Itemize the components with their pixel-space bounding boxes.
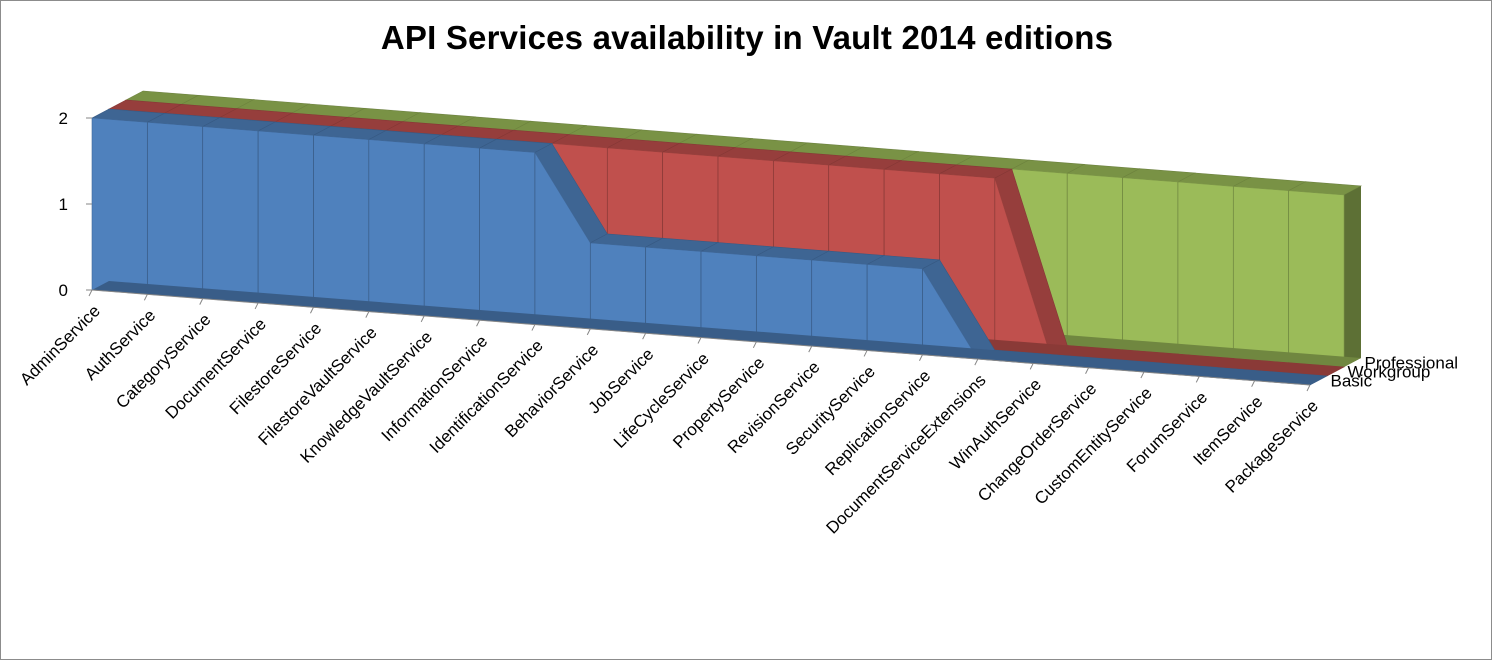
basic-data-point <box>423 143 480 321</box>
y-tick-label: 2 <box>59 109 68 128</box>
x-tick <box>199 298 204 305</box>
x-tick <box>365 311 370 318</box>
basic-data-point <box>368 139 425 317</box>
x-tick <box>88 289 93 297</box>
series-basic <box>90 108 1329 386</box>
professional-data-point <box>1066 173 1123 351</box>
x-tick <box>586 328 591 336</box>
x-tick-label: ChangeOrderService <box>974 379 1100 505</box>
depth-label-workgroup: Workgroup <box>1348 363 1431 382</box>
x-tick-label: IdentificationService <box>426 336 547 457</box>
x-tick <box>143 294 148 301</box>
x-tick <box>254 302 259 310</box>
y-axis-labels: 0 1 2 <box>59 109 92 300</box>
y-tick-label: 0 <box>59 281 68 300</box>
x-tick <box>863 350 868 357</box>
professional-data-point <box>1233 186 1289 364</box>
x-tick <box>310 307 314 314</box>
x-tick <box>697 337 702 344</box>
basic-data-point <box>257 130 314 308</box>
x-tick-label: FilestoreVaultService <box>255 323 381 449</box>
x-tick <box>1029 363 1034 370</box>
professional-data-point <box>1177 181 1234 359</box>
x-tick <box>1140 371 1145 379</box>
basic-data-point <box>479 147 536 325</box>
chart-title: API Services availability in Vault 2014 … <box>380 19 1114 56</box>
basic-data-point <box>202 126 259 304</box>
depth-label-basic: Basic <box>1331 372 1373 391</box>
x-tick <box>642 332 647 340</box>
x-tick <box>1306 384 1311 392</box>
x-tick-label: DocumentService <box>162 314 270 422</box>
x-tick <box>476 320 480 327</box>
x-tick <box>531 324 536 331</box>
x-tick <box>919 354 923 361</box>
x-tick <box>808 345 813 353</box>
basic-data-point <box>91 117 148 295</box>
x-tick <box>1085 367 1089 374</box>
x-tick-label: InformationService <box>378 332 492 446</box>
professional-side <box>1344 186 1361 367</box>
basic-data-point <box>313 134 370 312</box>
depth-label-professional: Professional <box>1365 354 1459 373</box>
x-tick <box>974 358 979 366</box>
y-tick-label: 1 <box>59 195 68 214</box>
basic-floor <box>92 281 1327 385</box>
x-tick <box>1195 376 1200 383</box>
x-tick-label: ReplicationService <box>821 366 934 479</box>
professional-data-point <box>1122 177 1179 355</box>
x-tick-label: CustomEntityService <box>1031 383 1156 508</box>
x-tick <box>420 315 425 323</box>
x-tick <box>1251 380 1256 387</box>
professional-data-point <box>1288 190 1345 368</box>
x-tick <box>752 341 757 349</box>
basic-data-point <box>147 121 203 299</box>
